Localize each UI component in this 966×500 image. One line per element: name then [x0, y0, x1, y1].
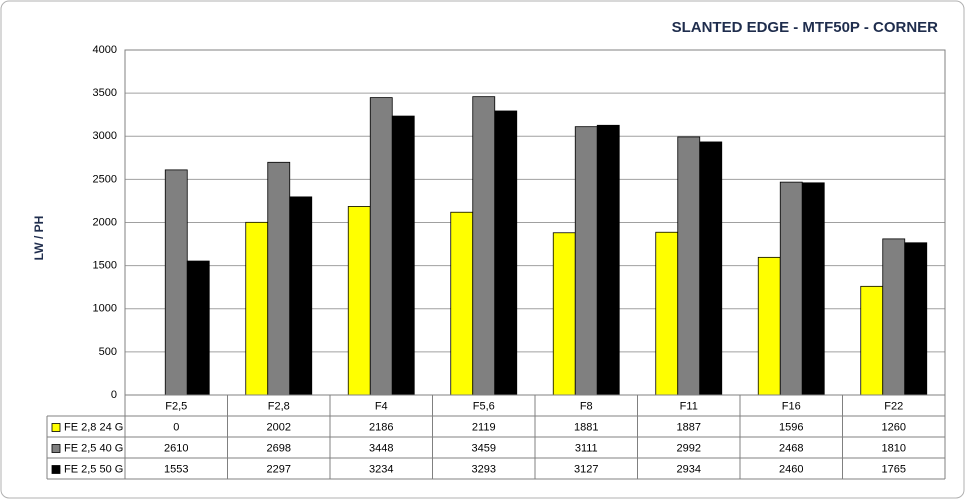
- bar: [267, 161, 291, 396]
- bar: [574, 126, 598, 396]
- table-cell: 3234: [369, 463, 393, 475]
- y-tick-label: 3000: [93, 130, 117, 142]
- table-cell: 3111: [575, 442, 598, 454]
- table-cell: 1596: [779, 421, 803, 433]
- table-cell: 1810: [882, 442, 906, 454]
- table-cell: 3448: [369, 442, 393, 454]
- bar: [779, 181, 803, 396]
- y-tick-label: 2500: [93, 173, 117, 185]
- table-cell: 3293: [472, 463, 496, 475]
- legend-key: [51, 423, 61, 432]
- legend-label: FE 2,5 40 G: [64, 442, 123, 454]
- bar: [164, 169, 188, 396]
- y-axis-label: LW / PH: [32, 216, 46, 261]
- table-cell: 3459: [472, 442, 496, 454]
- bar: [801, 182, 825, 396]
- bar: [347, 206, 371, 396]
- x-tick-label: F11: [680, 400, 698, 412]
- table-cell: 2297: [267, 463, 291, 475]
- table-cell: 2698: [267, 442, 291, 454]
- table-cell: 2002: [267, 421, 291, 433]
- bar: [472, 96, 496, 396]
- table-cell: 0: [173, 421, 179, 433]
- bar: [596, 124, 620, 396]
- bar: [369, 97, 393, 396]
- x-tick-label: F8: [580, 400, 593, 412]
- x-tick-label: F2,5: [165, 400, 187, 412]
- bar: [904, 242, 928, 396]
- table-cell: 3127: [574, 463, 598, 475]
- chart-title: SLANTED EDGE - MTF50P - CORNER: [672, 19, 939, 36]
- table-cell: 2119: [472, 421, 496, 433]
- bar: [882, 238, 906, 396]
- y-tick-label: 500: [99, 346, 117, 358]
- bar: [677, 136, 701, 396]
- y-tick-label: 2000: [93, 216, 117, 228]
- table-cell: 1553: [164, 463, 188, 475]
- bar: [450, 211, 474, 396]
- table-cell: 2460: [779, 463, 803, 475]
- bar: [757, 256, 781, 396]
- bar: [552, 232, 576, 396]
- table-cell: 2186: [369, 421, 393, 433]
- x-tick-label: F16: [782, 400, 801, 412]
- y-tick-label: 1500: [93, 260, 117, 272]
- bar: [245, 221, 269, 396]
- bar: [391, 115, 415, 396]
- table-cell: 1260: [882, 421, 906, 433]
- table-cell: 2468: [779, 442, 803, 454]
- y-tick-label: 3500: [93, 87, 117, 99]
- x-tick-label: F2,8: [268, 400, 290, 412]
- table-cell: 2934: [677, 463, 701, 475]
- y-tick-label: 4000: [93, 44, 117, 56]
- y-tick-label: 0: [111, 389, 117, 401]
- table-cell: 1765: [882, 463, 906, 475]
- table-cell: 1887: [677, 421, 701, 433]
- table-cell: 2610: [164, 442, 188, 454]
- x-tick-label: F4: [375, 400, 388, 412]
- legend-label: FE 2,5 50 G: [64, 463, 123, 475]
- bar: [494, 110, 518, 396]
- y-tick-label: 1000: [93, 303, 117, 315]
- legend-key: [51, 444, 61, 453]
- legend-label: FE 2,8 24 G: [64, 421, 123, 433]
- bar: [655, 231, 679, 396]
- x-tick-label: F22: [884, 400, 903, 412]
- bar: [289, 196, 313, 396]
- bar: [699, 141, 723, 396]
- bar: [186, 260, 210, 396]
- legend-key: [51, 465, 61, 474]
- table-cell: 1881: [574, 421, 598, 433]
- bar: [860, 285, 884, 396]
- table-cell: 2992: [677, 442, 701, 454]
- x-tick-label: F5,6: [473, 400, 495, 412]
